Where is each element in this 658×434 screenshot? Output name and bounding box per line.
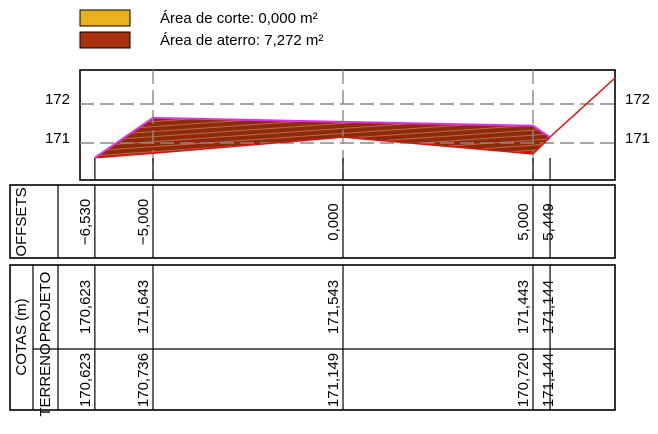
terreno-value: 170,736	[135, 353, 152, 407]
offset-value: 5,000	[515, 203, 532, 241]
projeto-value: 171,543	[325, 280, 342, 334]
table-values: −6,530 170,623 170,623 −5,000 171,643 170,736…	[77, 158, 557, 410]
projeto-value: 171,144	[540, 280, 557, 334]
legend-swatch	[79, 9, 131, 27]
terreno-value: 171,149	[325, 353, 342, 407]
projeto-value: 171,443	[515, 280, 532, 334]
project-line	[94, 116, 551, 159]
legend-label: Área de aterro: 7,272 m²	[160, 32, 323, 49]
offset-value: −6,530	[77, 199, 94, 245]
cotas-title: COTAS (m)	[13, 298, 30, 375]
legend: Área de corte: 0,000 m² Área de aterro: 7…	[79, 9, 323, 49]
profile-frame	[79, 69, 616, 181]
terreno-value: 171,144	[540, 353, 557, 407]
terrain-extension	[549, 77, 616, 138]
cotas-frame	[9, 264, 616, 411]
y-tick-label: 172	[45, 91, 70, 108]
offsets-title: OFFSETS	[13, 187, 30, 256]
terreno-title: TERRENO	[37, 343, 54, 416]
legend-label: Área de corte: 0,000 m²	[160, 10, 318, 27]
projeto-title: PROJETO	[37, 272, 54, 343]
profile: 172 172 171 171	[45, 70, 650, 180]
projeto-value: 171,643	[135, 280, 152, 334]
y-tick-label: 171	[625, 130, 650, 147]
terreno-value: 170,623	[77, 353, 94, 407]
projeto-value: 170,623	[77, 280, 94, 334]
offset-value: 5,449	[540, 203, 557, 241]
fill-area	[94, 117, 551, 158]
offset-value: −5,000	[135, 199, 152, 245]
offset-value: 0,000	[325, 203, 342, 241]
y-tick-label: 171	[45, 130, 70, 147]
terrain-line	[94, 136, 551, 159]
offsets-frame	[9, 184, 616, 259]
y-tick-label: 172	[625, 91, 650, 108]
terreno-value: 170,720	[515, 353, 532, 407]
legend-swatch	[79, 31, 131, 49]
